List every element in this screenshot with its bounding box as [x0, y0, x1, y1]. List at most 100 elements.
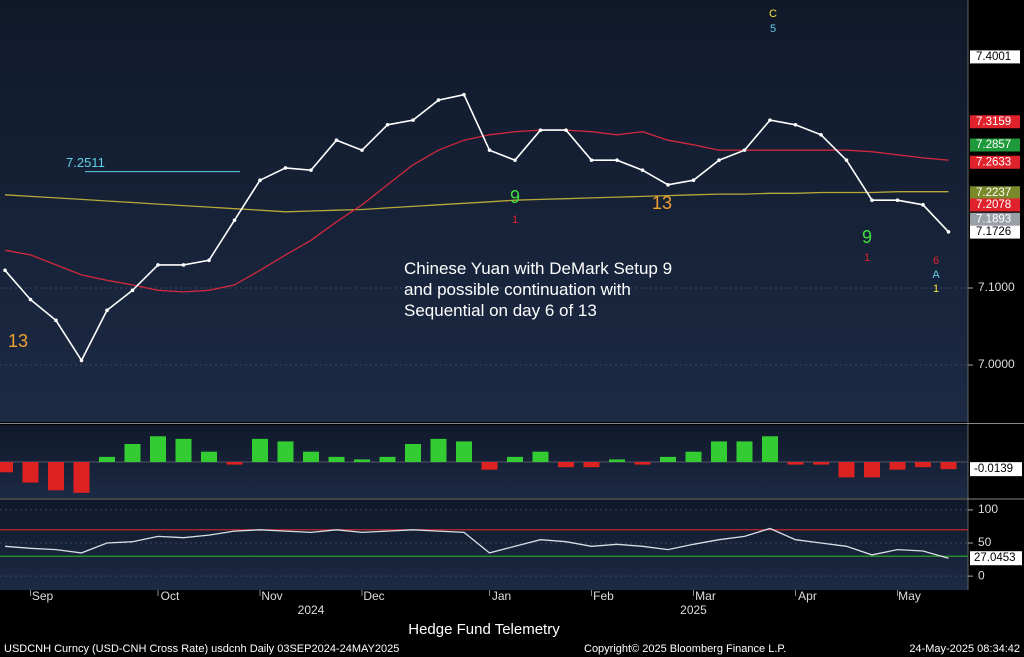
- year-label: 2024: [298, 603, 325, 617]
- demark-count: 13: [8, 331, 28, 351]
- histogram-bar: [609, 459, 625, 462]
- price-point: [564, 128, 568, 132]
- x-tick-label: May: [898, 589, 921, 603]
- demark-count: 1: [512, 214, 518, 226]
- price-label: 7.2237: [976, 187, 1011, 199]
- price-point: [207, 258, 211, 263]
- price-point: [181, 263, 186, 267]
- price-point: [283, 166, 288, 170]
- y-tick-label: 7.1000: [978, 280, 1015, 294]
- price-point: [258, 178, 262, 182]
- price-label: 7.4001: [976, 51, 1011, 63]
- footer-timestamp: 24-May-2025 08:34:42: [909, 643, 1020, 655]
- histogram-bar: [711, 441, 727, 462]
- x-tick-label: Dec: [363, 589, 384, 603]
- demark-count: 13: [652, 193, 672, 213]
- demark-count: 1: [864, 252, 870, 264]
- histogram-bar: [915, 462, 931, 468]
- histogram-bar: [73, 462, 90, 493]
- histogram-bar: [507, 456, 523, 462]
- price-label: 7.2857: [976, 139, 1011, 151]
- histogram-bar: [532, 451, 549, 462]
- last-value-label: 27.0453: [974, 552, 1016, 564]
- price-label-box: [970, 155, 1020, 169]
- histogram-bar: [762, 436, 778, 462]
- histogram-bar: [150, 436, 166, 462]
- annotation: Chinese Yuan with DeMark Setup 9 and pos…: [404, 259, 673, 320]
- price-point: [768, 118, 772, 122]
- price-point: [130, 288, 135, 293]
- price-point: [28, 297, 33, 302]
- histogram-bar: [430, 438, 447, 462]
- price-point: [844, 158, 849, 162]
- y-tick-label: 100: [978, 502, 998, 516]
- price-point: [615, 158, 619, 162]
- price-label-box: [970, 138, 1020, 152]
- price-point: [462, 92, 466, 97]
- histogram-bar: [889, 462, 906, 470]
- price-point: [640, 168, 645, 172]
- histogram-bar: [813, 462, 829, 465]
- price-point: [79, 358, 84, 363]
- price-point: [334, 138, 339, 142]
- histogram-bar: [328, 456, 345, 462]
- price-point: [513, 158, 517, 162]
- x-tick-label: Apr: [798, 589, 817, 603]
- price-point: [921, 203, 925, 207]
- last-value-box: [970, 551, 1022, 566]
- histogram-bar: [226, 462, 243, 465]
- y-tick-label: 50: [978, 535, 992, 549]
- histogram-bar: [864, 462, 880, 478]
- price-point: [870, 198, 874, 203]
- price-point: [105, 308, 109, 313]
- price-label-box: [970, 50, 1020, 64]
- rsi-panel: [0, 500, 968, 590]
- demark-count: 9: [862, 227, 872, 247]
- price-label: 7.1893: [976, 213, 1011, 225]
- price-point: [385, 122, 390, 127]
- price-label-box: [970, 115, 1020, 129]
- histogram-bar: [660, 456, 676, 462]
- series-line: [4, 93, 950, 363]
- price-label-box: [970, 212, 1020, 226]
- histogram-bar: [558, 462, 574, 468]
- histogram-bar: [940, 462, 957, 470]
- histogram-bar: [0, 462, 13, 473]
- level-label: 7.2511: [66, 155, 105, 170]
- series-line: [4, 527, 949, 559]
- price-label: 7.2078: [976, 199, 1011, 211]
- price-point: [309, 168, 313, 172]
- histogram-bar: [456, 441, 472, 462]
- price-label: 7.1726: [976, 226, 1011, 238]
- right-axis: [968, 0, 1024, 590]
- price-point: [538, 128, 543, 132]
- series-line: [4, 191, 949, 213]
- price-label-box: [970, 225, 1020, 239]
- price-point: [411, 118, 415, 122]
- demark-count: 5: [770, 23, 776, 35]
- demark-count: C: [769, 8, 777, 20]
- price-point: [487, 148, 492, 152]
- histogram-bar: [405, 444, 421, 462]
- x-tick-label: Feb: [593, 589, 614, 603]
- histogram-bar: [124, 444, 141, 462]
- price-label-box: [970, 186, 1020, 200]
- histogram-bar: [481, 462, 498, 470]
- histogram-bar: [583, 462, 600, 468]
- price-point: [156, 263, 160, 267]
- price-panel: [0, 0, 968, 422]
- price-label-box: [970, 198, 1020, 212]
- histogram-bar: [787, 462, 804, 465]
- price-label: 7.3159: [976, 116, 1011, 128]
- price-point: [436, 98, 441, 102]
- demark-count: 1: [933, 283, 939, 295]
- x-tick-label: Mar: [695, 589, 716, 603]
- histogram-bar: [48, 462, 64, 491]
- histogram-bar: [838, 462, 855, 478]
- series-line: [4, 129, 949, 293]
- price-point: [232, 218, 237, 223]
- price-point: [895, 198, 900, 203]
- x-tick-label: Sep: [32, 589, 54, 603]
